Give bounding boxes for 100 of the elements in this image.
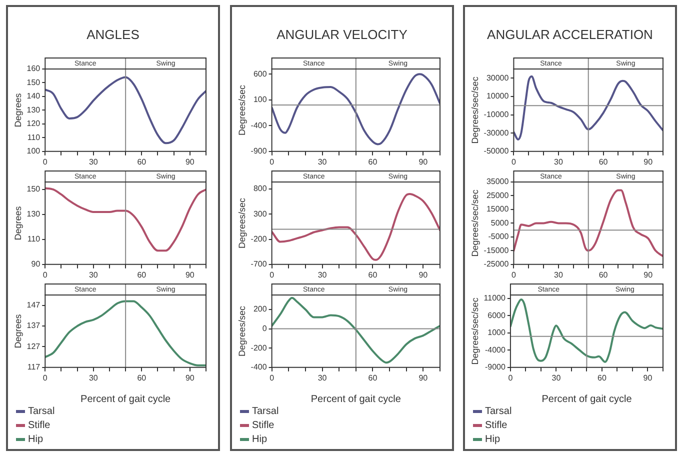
y-tick-label: 130 bbox=[26, 105, 41, 114]
x-tick-label: 60 bbox=[598, 157, 608, 166]
x-tick-label: 60 bbox=[598, 270, 608, 280]
y-axis-title: Degrees bbox=[12, 314, 23, 348]
x-tick-label: 90 bbox=[644, 270, 654, 280]
y-tick-label: 0 bbox=[262, 324, 268, 333]
y-tick-label: -5000 bbox=[488, 232, 510, 242]
chart-title: ANGULAR VELOCITY bbox=[276, 27, 408, 42]
x-axis-title: Percent of gait cycle bbox=[310, 394, 402, 405]
y-tick-label: 600 bbox=[253, 69, 268, 78]
y-tick-label: 110 bbox=[27, 132, 41, 142]
x-tick-label: 90 bbox=[418, 373, 428, 382]
x-tick-label: 60 bbox=[137, 157, 147, 166]
y-tick-label: -200 bbox=[250, 343, 268, 352]
legend-label: Tarsal bbox=[485, 406, 512, 417]
legend-label: Stifle bbox=[28, 420, 50, 431]
legend-label: Hip bbox=[252, 434, 268, 445]
y-tick-label: 200 bbox=[253, 304, 268, 314]
y-tick-label: 300 bbox=[253, 209, 268, 218]
x-tick-label: 60 bbox=[368, 373, 378, 382]
x-tick-label: 60 bbox=[598, 373, 607, 382]
x-axis-title: Percent of gait cycle bbox=[542, 394, 632, 405]
y-tick-label: 150 bbox=[26, 184, 41, 194]
y-tick-label: -9000 bbox=[484, 362, 506, 372]
y-tick-label: 140 bbox=[26, 92, 41, 101]
y-axis-title: Degrees/sec/sec bbox=[470, 189, 480, 257]
y-tick-label: -700 bbox=[250, 260, 268, 269]
chart-title: ANGULAR ACCELERATION bbox=[486, 27, 654, 42]
x-tick-label: 90 bbox=[185, 373, 195, 382]
x-tick-label: 30 bbox=[318, 157, 328, 166]
x-tick-label: 90 bbox=[418, 270, 428, 280]
x-tick-label: 90 bbox=[644, 157, 654, 166]
x-tick-label: 30 bbox=[318, 270, 328, 280]
y-tick-label: 25000 bbox=[486, 190, 510, 200]
y-tick-label: 800 bbox=[253, 184, 268, 194]
x-tick-label: 0 bbox=[511, 270, 516, 280]
x-tick-label: 0 bbox=[270, 157, 275, 166]
y-tick-label: -900 bbox=[250, 146, 268, 156]
y-tick-label: -15000 bbox=[484, 246, 510, 255]
x-tick-label: 60 bbox=[137, 373, 147, 382]
y-tick-label: 160 bbox=[26, 64, 41, 74]
legend-label: Stifle bbox=[252, 420, 274, 431]
y-tick-label: -50000 bbox=[484, 146, 510, 156]
legend-label: Hip bbox=[485, 434, 500, 445]
x-tick-label: 30 bbox=[318, 373, 328, 382]
x-tick-label: 0 bbox=[42, 373, 48, 382]
x-tick-label: 90 bbox=[643, 373, 653, 382]
y-tick-label: 35000 bbox=[486, 177, 510, 186]
y-axis-title: Degrees/sec/sec bbox=[470, 297, 480, 365]
y-tick-label: 150 bbox=[26, 78, 41, 87]
y-tick-label: 117 bbox=[27, 362, 41, 372]
y-tick-label: 11000 bbox=[484, 294, 506, 303]
y-tick-label: 6000 bbox=[488, 310, 506, 320]
legend-label: Tarsal bbox=[252, 406, 279, 417]
x-tick-label: 90 bbox=[185, 157, 195, 166]
y-tick-label: 15000 bbox=[486, 204, 510, 214]
y-tick-label: 90 bbox=[31, 260, 41, 269]
x-tick-label: 90 bbox=[185, 270, 195, 280]
x-tick-label: 0 bbox=[42, 270, 48, 280]
y-tick-label: -10000 bbox=[484, 110, 510, 119]
y-axis-title: Degrees/sec bbox=[236, 84, 247, 136]
y-axis-title: Degrees bbox=[12, 206, 23, 240]
y-tick-label: -200 bbox=[250, 234, 268, 244]
y-axis-title: Degrees bbox=[12, 92, 23, 128]
legend-label: Tarsal bbox=[28, 406, 55, 417]
x-tick-label: 30 bbox=[552, 373, 562, 382]
y-tick-label: -400 bbox=[250, 362, 268, 372]
x-tick-label: 30 bbox=[88, 157, 98, 166]
y-tick-label: -30000 bbox=[484, 128, 510, 138]
x-tick-label: 60 bbox=[368, 157, 378, 166]
y-tick-label: 120 bbox=[26, 119, 41, 128]
chart-title: ANGLES bbox=[86, 27, 140, 42]
y-tick-label: 10000 bbox=[486, 92, 510, 101]
y-tick-label: 130 bbox=[26, 210, 41, 219]
y-axis-title: Degrees/sec bbox=[236, 197, 247, 248]
y-tick-label: 5000 bbox=[490, 218, 510, 228]
y-tick-label: -400 bbox=[250, 120, 268, 130]
x-axis-title: Percent of gait cycle bbox=[80, 394, 172, 405]
y-tick-label: 30000 bbox=[486, 73, 510, 82]
x-tick-label: 0 bbox=[270, 373, 275, 382]
y-tick-label: -25000 bbox=[484, 260, 510, 269]
legend-label: Stifle bbox=[485, 420, 508, 431]
x-tick-label: 30 bbox=[554, 157, 564, 166]
y-tick-label: 147 bbox=[26, 300, 41, 310]
x-tick-label: 60 bbox=[368, 270, 378, 280]
y-tick-label: 137 bbox=[26, 321, 41, 330]
y-tick-label: 110 bbox=[27, 234, 41, 244]
x-tick-label: 0 bbox=[42, 157, 48, 166]
x-tick-label: 60 bbox=[137, 270, 147, 280]
x-tick-label: 0 bbox=[511, 157, 516, 166]
y-tick-label: 127 bbox=[26, 342, 41, 351]
y-tick-label: -4000 bbox=[484, 345, 506, 354]
x-tick-label: 30 bbox=[88, 270, 98, 280]
y-axis-title: Degrees/sec bbox=[236, 305, 247, 356]
y-tick-label: 1000 bbox=[488, 328, 506, 338]
y-tick-label: 100 bbox=[26, 146, 41, 156]
y-tick-label: 100 bbox=[253, 95, 268, 104]
x-tick-label: 0 bbox=[270, 270, 275, 280]
x-tick-label: 30 bbox=[554, 270, 564, 280]
legend-label: Hip bbox=[28, 434, 44, 445]
